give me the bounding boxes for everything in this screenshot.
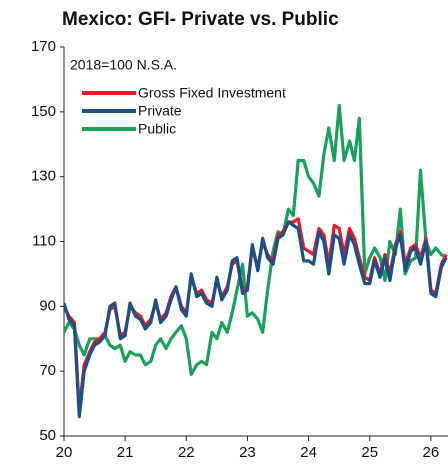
x-tick-label: 24 <box>300 444 317 461</box>
x-tick-label: 25 <box>361 444 378 461</box>
x-tick-label: 20 <box>56 444 73 461</box>
chart-title: Mexico: GFI- Private vs. Public <box>62 9 339 30</box>
legend-label: Gross Fixed Investment <box>138 85 286 101</box>
y-tick-label: 150 <box>31 103 56 120</box>
x-tick-label: 23 <box>239 444 256 461</box>
legend-label: Private <box>138 103 182 119</box>
y-tick-label: 90 <box>39 297 56 314</box>
x-tick-label: 22 <box>178 444 195 461</box>
plot-area <box>64 103 448 419</box>
series-line <box>64 220 448 419</box>
y-tick-label: 50 <box>39 427 56 444</box>
y-tick-label: 70 <box>39 362 56 379</box>
legend-label: Public <box>138 121 176 137</box>
x-tick-label: 21 <box>117 444 134 461</box>
y-tick-label: 130 <box>31 168 56 185</box>
annotation: 2018=100 N.S.A. <box>70 57 177 73</box>
y-tick-label: 170 <box>31 38 56 55</box>
x-tick-label: 26 <box>423 444 440 461</box>
y-tick-label: 110 <box>32 232 56 249</box>
